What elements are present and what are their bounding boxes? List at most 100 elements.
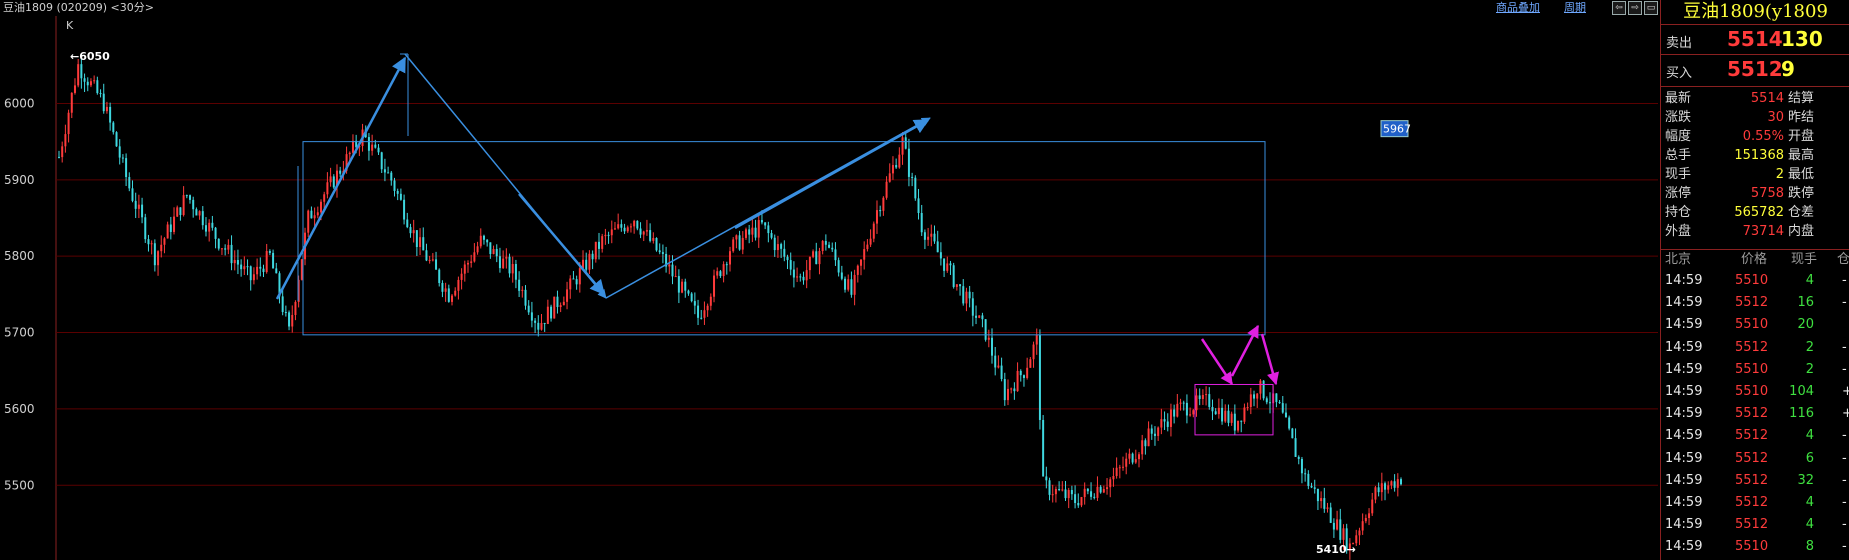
candle-body: [355, 140, 358, 148]
candle-body: [987, 337, 990, 340]
sell-row[interactable]: 卖出 5514 130: [1661, 24, 1849, 55]
candle-body: [447, 288, 450, 302]
candle-body: [604, 234, 607, 237]
tick-row[interactable]: 14:59 5510 20: [1661, 314, 1849, 336]
candle-body: [1137, 454, 1140, 460]
candle-body: [1160, 419, 1163, 428]
candle-body: [495, 249, 498, 257]
tick-chg: -: [1842, 273, 1847, 288]
quote-label: 涨停: [1665, 186, 1692, 201]
candle-body: [582, 259, 585, 269]
candle-body: [377, 147, 380, 153]
tick-row[interactable]: 14:59 5510 4 -: [1661, 270, 1849, 292]
quote-row: 持仓 565782 仓差: [1661, 203, 1849, 222]
candle-body: [463, 264, 466, 274]
tick-row[interactable]: 14:59 5512 4 -: [1661, 425, 1849, 447]
ticks-header-chg: 仓: [1837, 252, 1849, 267]
buy-row[interactable]: 买入 5512 9: [1661, 54, 1849, 85]
candle-body: [86, 81, 89, 86]
ticks-header: 北京 价格 现手 仓: [1661, 249, 1849, 270]
pattern-arrow: [1260, 333, 1279, 386]
candle-body: [406, 219, 409, 228]
tick-row[interactable]: 14:59 5512 32 -: [1661, 470, 1849, 492]
candle-body: [1358, 530, 1361, 536]
tick-time: 14:59: [1665, 428, 1703, 444]
candle-body: [828, 244, 831, 248]
panel-title: 豆油1809(y1809: [1683, 1, 1828, 22]
tick-row[interactable]: 14:59 5512 6 -: [1661, 448, 1849, 470]
tick-row[interactable]: 14:59 5512 4 -: [1661, 514, 1849, 536]
candle-body: [534, 320, 537, 323]
next-icon[interactable]: ⇨: [1628, 1, 1642, 15]
candle-body: [521, 289, 524, 291]
candle-body: [796, 276, 799, 278]
tick-price: 5512: [1735, 428, 1769, 444]
candle-body: [690, 293, 693, 302]
candle-body: [1003, 379, 1006, 401]
tick-row[interactable]: 14:59 5510 8 -: [1661, 536, 1849, 558]
candle-body: [610, 229, 613, 236]
tick-time: 14:59: [1665, 361, 1703, 377]
candle-body: [1227, 410, 1230, 423]
price-tag-bg: [1380, 120, 1409, 138]
candle-body: [482, 235, 485, 240]
candle-body: [1077, 502, 1080, 506]
tick-row[interactable]: 14:59 5510 104 +: [1661, 381, 1849, 403]
tick-row[interactable]: 14:59 5512 116 +: [1661, 403, 1849, 425]
candle-body: [975, 315, 978, 318]
candle-body: [1224, 410, 1227, 422]
overlay-link[interactable]: 商品叠加: [1496, 1, 1540, 14]
quote-table: 最新 5514 结算 涨跌 30 昨结 幅度 0.55% 开盘 总手 151368 最高 现手 2 最低 涨停…: [1661, 86, 1849, 247]
prev-icon[interactable]: ⇦: [1612, 1, 1626, 15]
candle-body: [789, 260, 792, 270]
candle-body: [706, 305, 709, 311]
candle-body: [233, 260, 236, 264]
candle-body: [1080, 497, 1083, 506]
candle-body: [1141, 440, 1144, 455]
tick-row[interactable]: 14:59 5510 2 -: [1661, 359, 1849, 381]
candle-body: [569, 278, 572, 290]
candle-body: [1249, 394, 1252, 408]
tick-chg: -: [1842, 428, 1847, 444]
candle-body: [968, 291, 971, 299]
tick-row[interactable]: 14:59 5512 16 -: [1661, 292, 1849, 314]
small-box: [1194, 383, 1274, 436]
candle-body: [895, 165, 898, 168]
candle-body: [923, 232, 926, 240]
candle-body: [1032, 344, 1035, 360]
candle-body: [61, 146, 64, 158]
candle-body: [1323, 498, 1326, 509]
quote-value: 565782: [1734, 205, 1784, 220]
chart-grid: [55, 16, 1658, 560]
candle-body: [1300, 458, 1303, 474]
candle-body: [853, 274, 856, 295]
candle-body: [409, 227, 412, 234]
candle-body: [639, 228, 642, 235]
restore-icon[interactable]: ▭: [1644, 1, 1658, 15]
candle-body: [1122, 466, 1125, 468]
tick-chg: -: [1842, 450, 1847, 466]
candle-body: [844, 278, 847, 290]
buy-price: 5512: [1727, 57, 1783, 81]
candlestick-chart[interactable]: 5500 5600 5700 5800 5900 6000 ←6050 5410→ 5967: [0, 16, 1660, 560]
candle-body: [166, 224, 169, 239]
tick-row[interactable]: 14:59 5512 4 -: [1661, 492, 1849, 514]
candle-body: [898, 154, 901, 168]
quote-row: 涨跌 30 昨结: [1661, 108, 1849, 127]
tick-time: 14:59: [1665, 273, 1703, 288]
chart-type-label: K: [66, 19, 74, 32]
candle-body: [518, 279, 521, 291]
candle-body: [856, 265, 859, 275]
candle-body: [1310, 485, 1313, 488]
candle-body: [230, 244, 233, 264]
candle-body: [1045, 476, 1048, 481]
candle-body: [96, 80, 99, 94]
candle-body: [236, 260, 239, 265]
period-link[interactable]: 周期: [1564, 1, 1586, 14]
candle-body: [1294, 438, 1297, 457]
candle-body: [422, 237, 425, 251]
ticks-list[interactable]: 14:59 5510 4 - 14:59 5512 16 - 14:59 5510 20 14:59 5…: [1661, 270, 1849, 560]
candle-body: [1010, 388, 1013, 390]
candle-body: [208, 222, 211, 232]
tick-row[interactable]: 14:59 5512 2 -: [1661, 337, 1849, 359]
